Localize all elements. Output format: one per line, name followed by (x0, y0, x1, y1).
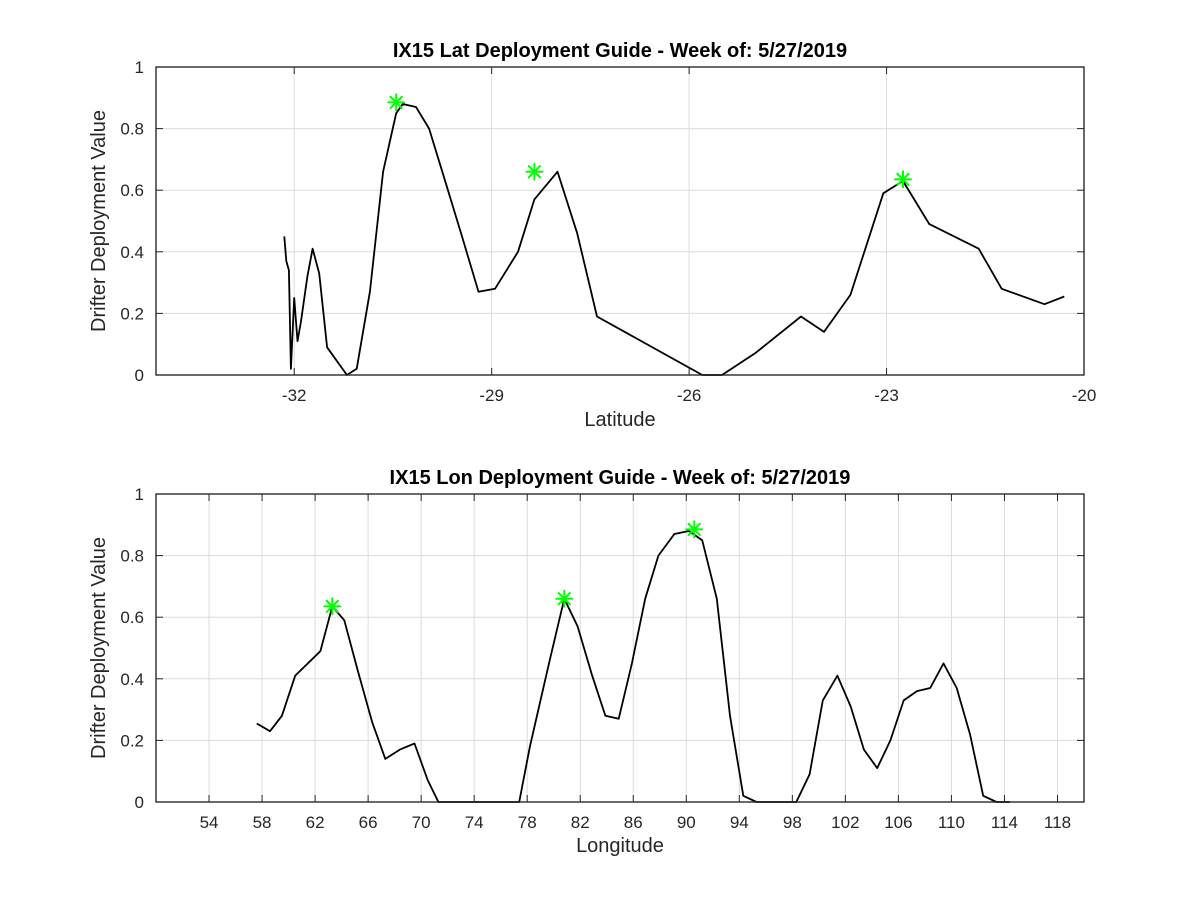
lon-axes-frame (155, 493, 1085, 803)
lat-x-tick-label: -20 (1072, 386, 1097, 405)
lon-x-tick-label: 62 (306, 813, 325, 832)
lon-x-tick-label: 118 (1044, 813, 1071, 832)
lon-y-tick-label: 0.2 (120, 731, 144, 750)
lon-chart-title: IX15 Lon Deployment Guide - Week of: 5/2… (390, 467, 851, 489)
lon-peak-marker (323, 597, 342, 616)
lat-x-tick-label: -26 (677, 386, 702, 405)
lon-x-tick-label: 106 (884, 813, 912, 832)
lon-series-line (256, 530, 1010, 803)
lat-peak-marker (894, 170, 913, 189)
lon-y-tick-label: 1 (135, 485, 144, 504)
lon-x-tick-label: 54 (200, 813, 219, 832)
lon-y-tick-label: 0 (135, 793, 144, 812)
lon-x-tick-label: 86 (624, 813, 643, 832)
lon-x-tick-label: 74 (465, 813, 484, 832)
lon-y-axis-label: Drifter Deployment Value (88, 537, 110, 759)
lon-x-tick-label: 98 (783, 813, 802, 832)
lon-x-tick-label: 78 (518, 813, 537, 832)
lon-panel: 54 58 62 66 70 74 78 82 86 90 94 98 102 106 110 114 118 0… (88, 467, 1085, 857)
lon-x-tick-label: 66 (359, 813, 378, 832)
lon-ticks: 54 58 62 66 70 74 78 82 86 90 94 98 102 106 110 114 118 0… (120, 485, 1084, 832)
lon-x-tick-label: 90 (677, 813, 696, 832)
lon-x-tick-label: 114 (991, 813, 1018, 832)
lon-y-tick-label: 0.4 (120, 670, 144, 689)
lat-peak-markers (387, 93, 913, 189)
lat-x-tick-label: -23 (874, 386, 899, 405)
lon-x-tick-label: 110 (938, 813, 965, 832)
lon-x-tick-label: 94 (730, 813, 749, 832)
lat-x-tick-label: -32 (282, 386, 307, 405)
lon-x-tick-label: 82 (571, 813, 590, 832)
lat-axes-frame (155, 66, 1085, 376)
lon-x-axis-label: Longitude (576, 835, 664, 857)
lon-peak-marker (685, 520, 704, 539)
lat-y-axis-label: Drifter Deployment Value (88, 110, 110, 332)
lon-x-tick-label: 102 (831, 813, 859, 832)
lon-plot-area (155, 493, 1085, 803)
lat-plot-area (155, 66, 1085, 376)
lat-panel: -32 -29 -26 -23 -20 0 0.2 0.4 0.6 0.8 1 IX15 Lat D… (88, 40, 1096, 431)
lat-y-tick-label: 0.4 (120, 243, 144, 262)
lat-peak-marker (525, 162, 544, 181)
lat-x-tick-label: -29 (479, 386, 504, 405)
lon-x-tick-label: 70 (412, 813, 431, 832)
lat-series-line (283, 103, 1065, 376)
lon-x-tick-label: 58 (253, 813, 272, 832)
lat-x-axis-label: Latitude (584, 409, 655, 431)
lat-y-tick-label: 0.6 (120, 181, 144, 200)
lat-ticks: -32 -29 -26 -23 -20 0 0.2 0.4 0.6 0.8 1 (120, 58, 1096, 405)
lat-peak-marker (387, 93, 406, 112)
lon-y-tick-label: 0.8 (120, 547, 144, 566)
lat-y-tick-label: 0.8 (120, 120, 144, 139)
lat-y-tick-label: 0 (135, 366, 144, 385)
lat-y-tick-label: 1 (135, 58, 144, 77)
lon-peak-marker (555, 589, 574, 608)
lat-chart-title: IX15 Lat Deployment Guide - Week of: 5/2… (393, 40, 847, 62)
lon-y-tick-label: 0.6 (120, 608, 144, 627)
lat-y-tick-label: 0.2 (120, 304, 144, 323)
lon-peak-markers (323, 520, 704, 616)
